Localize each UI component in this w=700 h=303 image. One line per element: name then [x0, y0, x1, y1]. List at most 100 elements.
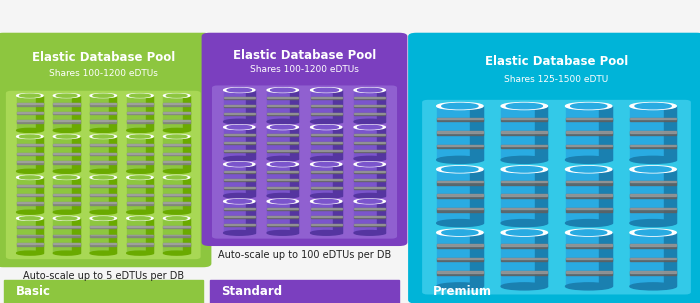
Bar [566, 145, 612, 148]
Ellipse shape [227, 199, 251, 203]
Ellipse shape [354, 193, 386, 198]
Bar [630, 181, 676, 185]
Bar [437, 145, 483, 148]
Bar [53, 194, 80, 196]
Bar [223, 134, 255, 136]
Bar [437, 244, 483, 246]
Ellipse shape [17, 251, 43, 255]
Ellipse shape [17, 216, 43, 220]
Bar [127, 103, 153, 105]
Bar [437, 194, 483, 198]
Ellipse shape [223, 88, 255, 92]
Bar [53, 103, 80, 105]
Ellipse shape [93, 217, 113, 220]
Bar [90, 144, 116, 146]
Ellipse shape [223, 119, 255, 124]
Ellipse shape [167, 217, 187, 220]
Bar [17, 235, 43, 237]
Bar [164, 202, 190, 205]
Ellipse shape [93, 176, 113, 179]
Bar [630, 208, 676, 211]
Bar [53, 96, 80, 130]
Ellipse shape [311, 119, 342, 124]
Bar [354, 171, 386, 173]
Bar [90, 218, 116, 253]
Ellipse shape [227, 125, 251, 129]
Bar [164, 137, 190, 171]
Bar [501, 169, 547, 223]
Ellipse shape [358, 125, 382, 129]
Ellipse shape [127, 94, 153, 98]
Ellipse shape [570, 230, 607, 235]
Bar [127, 194, 153, 196]
Ellipse shape [53, 128, 80, 132]
Ellipse shape [354, 199, 386, 204]
Bar [17, 185, 43, 187]
Bar [90, 153, 116, 154]
Bar [311, 90, 342, 122]
Ellipse shape [437, 229, 483, 236]
Bar [501, 181, 547, 185]
Bar [127, 202, 153, 205]
Bar [311, 171, 342, 173]
Ellipse shape [227, 88, 251, 92]
Ellipse shape [53, 135, 80, 138]
Bar [267, 134, 298, 136]
Ellipse shape [437, 166, 483, 173]
Bar [53, 185, 80, 186]
Ellipse shape [354, 125, 386, 130]
Ellipse shape [20, 94, 40, 97]
Bar [53, 144, 80, 145]
Ellipse shape [227, 162, 251, 166]
Bar [664, 233, 676, 286]
Bar [599, 106, 612, 160]
Bar [267, 127, 298, 159]
Bar [501, 145, 547, 146]
Bar [354, 216, 386, 217]
Bar [17, 96, 43, 130]
Bar [437, 244, 483, 248]
Bar [53, 202, 80, 203]
Bar [53, 235, 80, 237]
Ellipse shape [358, 162, 382, 166]
Bar [630, 181, 676, 182]
Bar [246, 90, 255, 122]
Bar [630, 169, 676, 223]
Bar [437, 258, 483, 261]
Text: Standard: Standard [221, 285, 283, 298]
Bar [90, 243, 116, 244]
Bar [53, 161, 80, 164]
Text: Elastic Database Pool: Elastic Database Pool [485, 55, 628, 68]
Bar [127, 194, 153, 195]
Bar [311, 187, 342, 188]
Bar [53, 121, 80, 122]
Ellipse shape [442, 103, 478, 109]
Bar [17, 202, 43, 203]
Bar [311, 179, 342, 180]
Ellipse shape [164, 128, 190, 132]
Ellipse shape [130, 217, 150, 220]
Ellipse shape [635, 167, 671, 172]
Bar [90, 137, 116, 171]
Bar [223, 216, 255, 217]
Bar [183, 96, 190, 130]
Ellipse shape [164, 210, 190, 214]
Bar [267, 201, 298, 233]
Ellipse shape [223, 125, 255, 130]
Bar [354, 216, 386, 218]
Ellipse shape [223, 193, 255, 198]
Ellipse shape [53, 169, 80, 173]
Bar [127, 161, 153, 164]
Bar [146, 178, 153, 212]
Ellipse shape [164, 216, 190, 220]
Bar [17, 112, 43, 113]
Bar [311, 150, 342, 152]
Bar [311, 216, 342, 218]
Bar [17, 121, 43, 123]
Bar [311, 105, 342, 106]
Bar [311, 208, 342, 209]
Bar [354, 105, 386, 106]
Ellipse shape [17, 135, 43, 138]
Ellipse shape [164, 169, 190, 173]
Bar [127, 153, 153, 155]
